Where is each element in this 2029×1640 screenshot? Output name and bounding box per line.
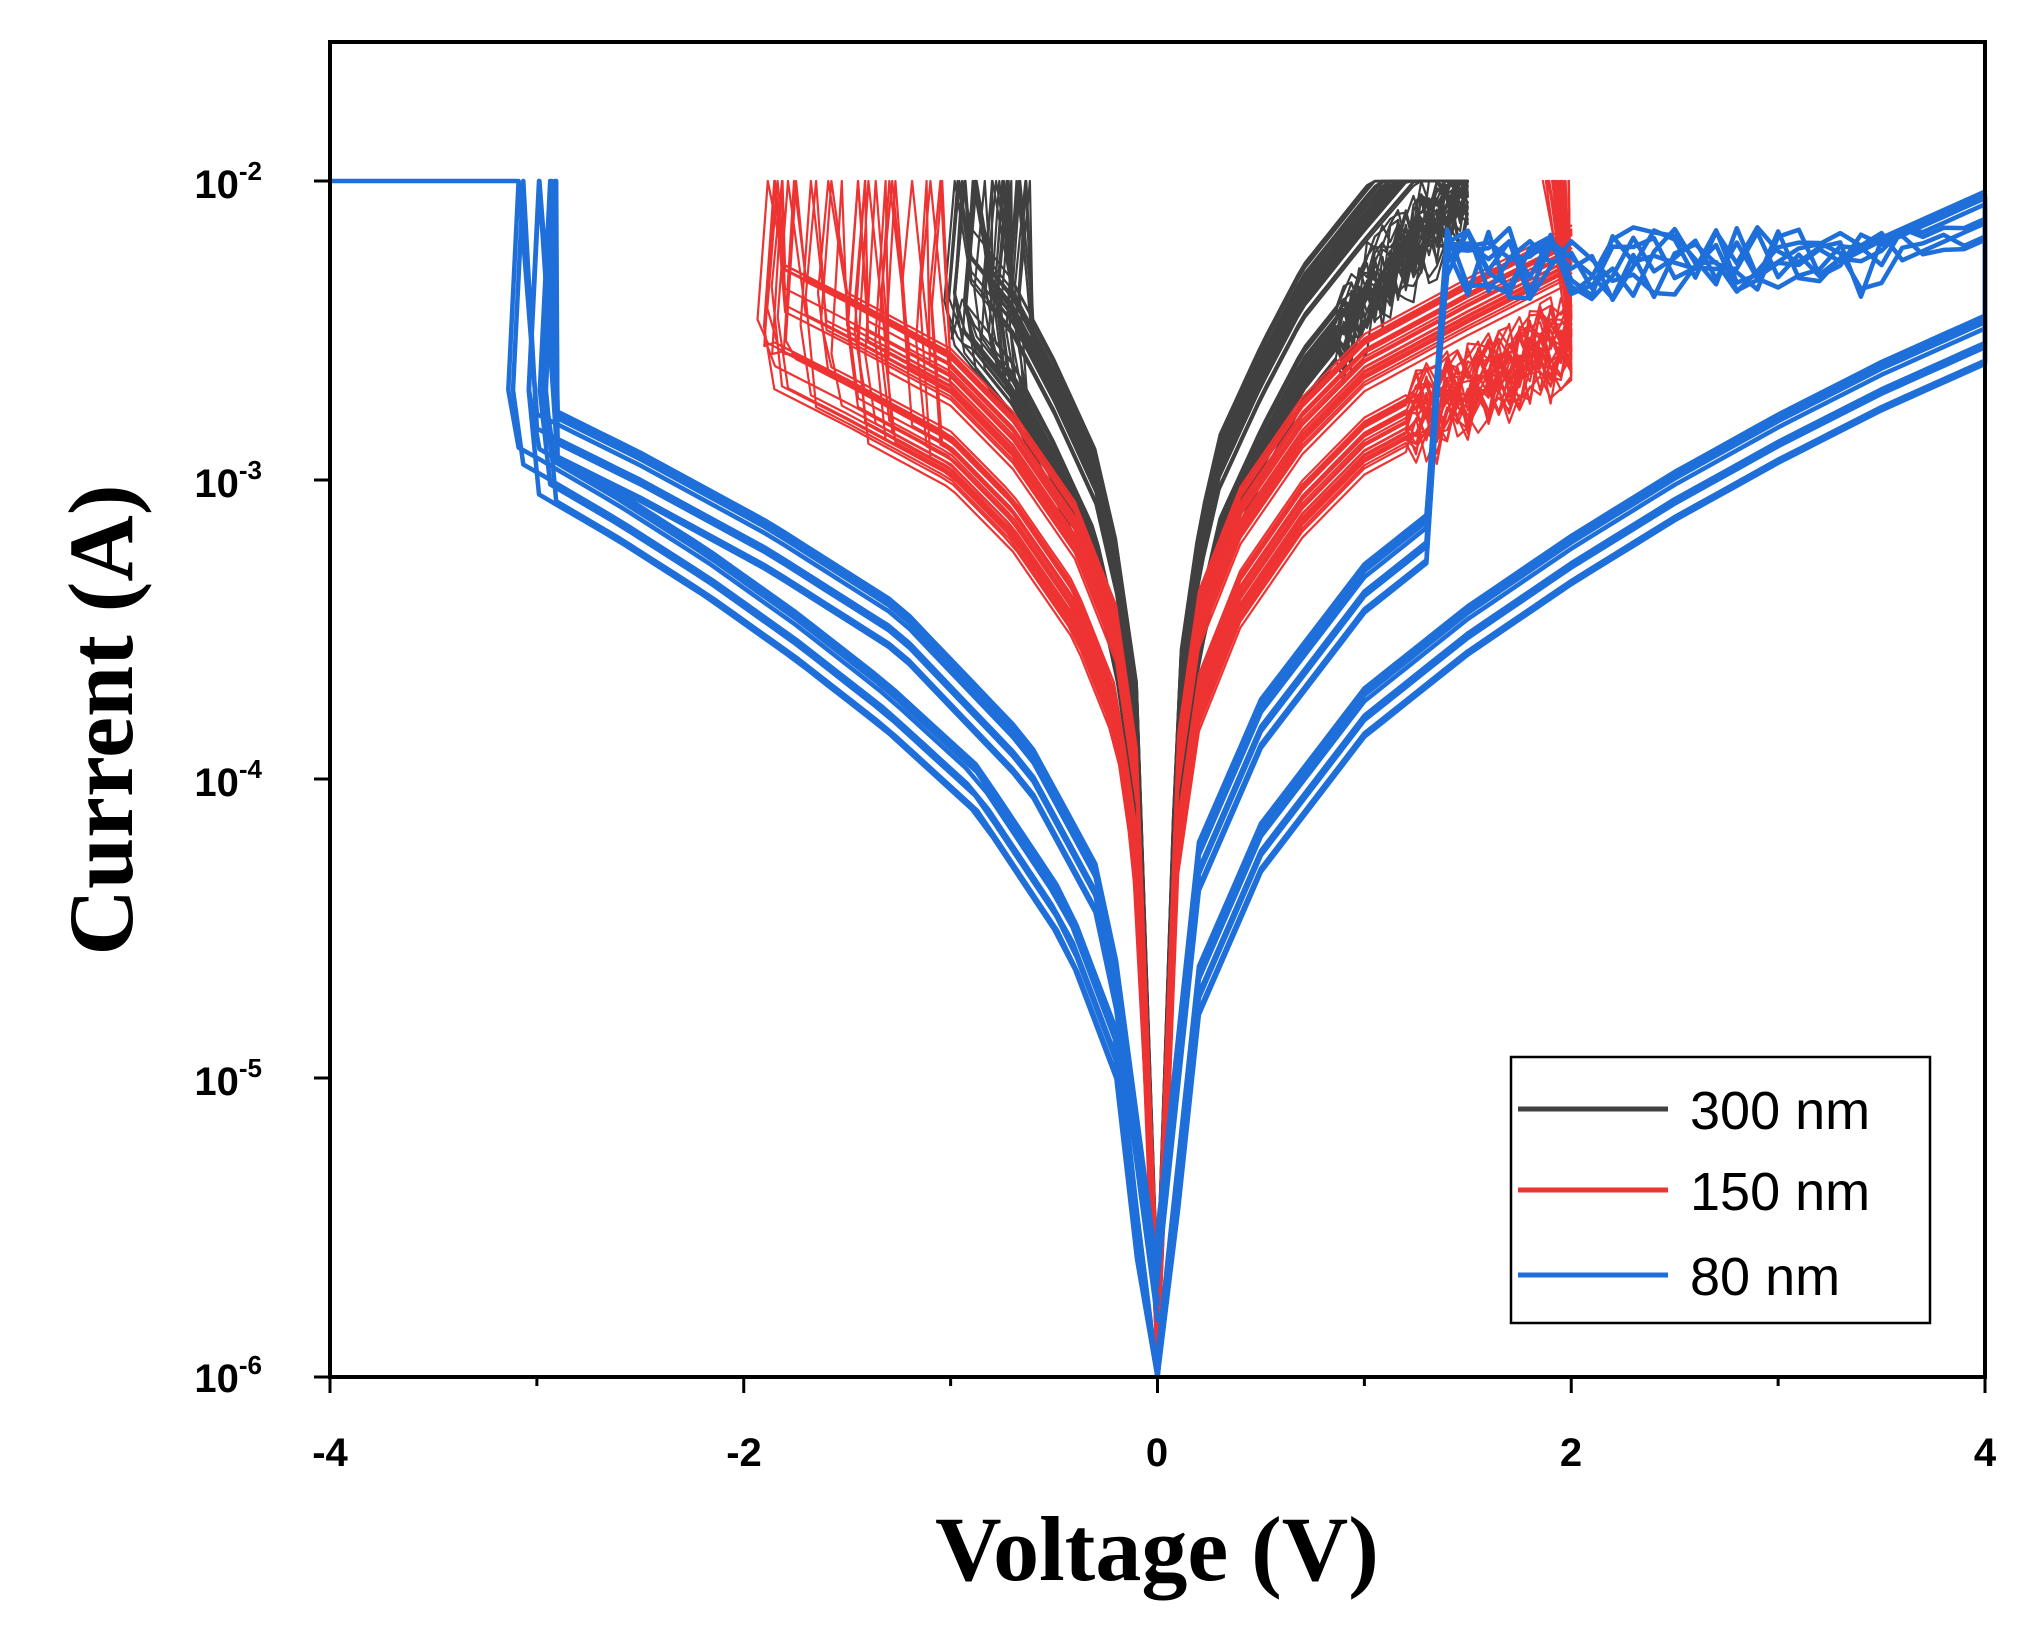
y-tick-label: 10-4 [194,754,262,805]
iv-curve-reset [506,178,1160,1380]
y-tick-label: 10-5 [194,1053,262,1104]
iv-curve-return [1156,179,1469,1286]
iv-curve-set [1155,203,1988,1358]
legend-label-300nm: 300 nm [1690,1081,1870,1141]
iv-curve-reset [526,178,1160,1380]
legend: 300 nm 150 nm 80 nm [1509,1055,1932,1325]
axis-ticks [314,179,1987,1393]
iv-curve-return [1155,189,1988,1234]
iv-curve-reset [537,178,1160,1380]
iv-curve-reset [526,178,1160,1380]
iv-curve-reset [763,179,1159,1368]
iv-curve-reset [819,179,1159,1364]
iv-curve-return [1156,281,1573,1324]
x-axis-title: Voltage (V) [935,1498,1379,1600]
x-tick-label: 4 [1974,1431,1997,1475]
iv-curve-set [1155,224,1988,1365]
iv-curve-reset [542,178,1160,1380]
iv-curve-set [1156,179,1573,1379]
x-tick-labels: -4 -2 0 2 4 [312,1431,1997,1475]
y-tick-label: 10-2 [194,156,262,207]
iv-curve-set [1156,179,1573,1368]
y-tick-label: 10-6 [194,1350,262,1401]
iv-curve-set [1156,179,1573,1357]
x-tick-label: 2 [1560,1431,1582,1475]
iv-curve-set [1155,237,1988,1380]
iv-curve-return [1155,221,1988,1266]
y-axis-title: Current (A) [50,485,152,956]
x-tick-label: -4 [312,1431,348,1475]
iv-curve-return [1156,224,1573,1267]
iv-curve-set [1155,193,1988,1371]
iv-curve-reset [782,179,1159,1370]
iv-curve-return [1156,258,1573,1300]
iv-curve-return [1156,272,1573,1315]
iv-curve-reset [539,178,1160,1380]
iv-curve-set [1156,179,1573,1373]
iv-curve-set [1156,179,1573,1379]
x-tick-label: 0 [1146,1431,1168,1475]
curves-layer [327,178,1988,1380]
iv-curve-set [1156,179,1573,1379]
iv-curve-set [1156,179,1573,1379]
legend-label-150nm: 150 nm [1690,1162,1870,1222]
iv-curve-reset [857,179,1159,1379]
iv-curve-return [1156,261,1573,1304]
iv-curve-return [1156,241,1573,1284]
iv-curve-reset [846,179,1159,1379]
iv-curve-set [1155,195,1988,1380]
iv-curve-return [1156,179,1469,1322]
iv-curve-reset [770,179,1159,1379]
legend-label-80nm: 80 nm [1690,1247,1840,1307]
y-tick-label: 10-3 [194,455,262,506]
iv-curve-set [1155,207,1988,1380]
iv-curve-reset [762,179,1159,1379]
iv-curve-return [1156,268,1573,1311]
iv-curve-reset [877,179,1159,1379]
iv-curve-return [1155,225,1988,1282]
iv-curve-return [1156,265,1573,1308]
iv-curve-reset [883,179,1159,1379]
x-tick-label: -2 [726,1431,762,1475]
iv-curve-reset [804,179,1159,1379]
y-tick-labels: 10-2 10-3 10-4 10-5 10-6 [194,156,262,1401]
iv-curve-return [1156,275,1573,1318]
iv-curve-return [1156,257,1573,1300]
iv-curve-return [1156,250,1573,1293]
iv-curve-reset [880,179,1159,1379]
iv-curve-reset [510,178,1160,1380]
iv-curve-set [1156,179,1573,1379]
iv-curve-reset [930,179,1159,1379]
iv-curve-reset [918,179,1159,1379]
